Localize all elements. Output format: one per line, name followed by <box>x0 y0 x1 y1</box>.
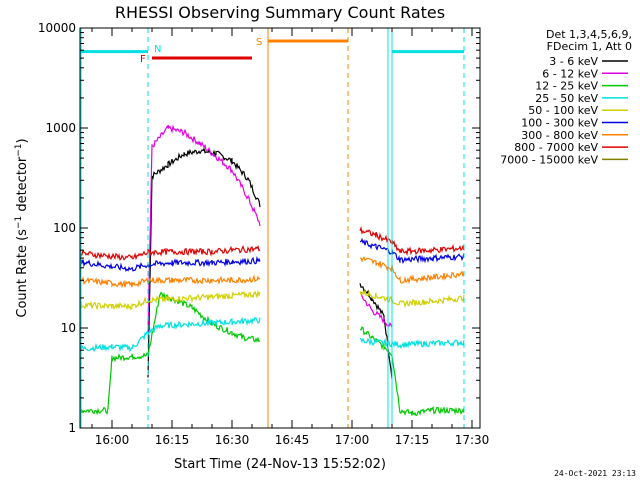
legend-entry-8: 7000 - 15000 keV <box>500 153 598 166</box>
series-7 <box>79 225 465 261</box>
series-5 <box>79 237 465 273</box>
legend-entry-0: 3 - 6 keV <box>549 55 598 68</box>
y-axis-label-end: ) <box>15 138 30 143</box>
flag-layer: NF S <box>80 28 465 428</box>
x-tick-label-0: 16:00 <box>95 433 130 447</box>
legend-entry-6: 300 - 800 keV <box>521 129 598 142</box>
y-tick-label-1: 10 <box>61 321 76 335</box>
legend-header-0: Det 1,3,4,5,6,9, <box>546 28 632 41</box>
plot-frame <box>79 27 481 429</box>
series-3 <box>79 316 465 353</box>
timestamp: 24-Oct-2021 23:13 <box>554 469 636 478</box>
y-tick-label-2: 100 <box>53 221 76 235</box>
y-tick-label-3: 1000 <box>45 121 76 135</box>
legend-entry-1: 6 - 12 keV <box>542 67 598 80</box>
series-1 <box>147 124 393 333</box>
series-7-line-1 <box>359 225 465 257</box>
x-tick-label-2: 16:30 <box>215 433 250 447</box>
legend-entry-4: 50 - 100 keV <box>528 104 598 117</box>
legend-header-1: FDecim 1, Att 0 <box>547 40 632 53</box>
x-tick-label-3: 16:45 <box>275 433 310 447</box>
series-7-line-0 <box>79 244 261 261</box>
y-axis-label: Count Rate (s−1 detector−1) <box>14 138 30 317</box>
chart-title: RHESSI Observing Summary Count Rates <box>115 3 445 22</box>
y-tick-label-4: 10000 <box>38 21 76 35</box>
x-tick-label-6: 17:30 <box>455 433 490 447</box>
y-axis-label-exp2: −1 <box>14 143 24 156</box>
flag-label-f: F <box>140 54 146 65</box>
legend: Det 1,3,4,5,6,9,FDecim 1, Att 0 3 - 6 keV… <box>500 28 632 166</box>
series-0 <box>147 147 393 380</box>
series-4-line-0 <box>79 289 261 311</box>
series-2-line-0 <box>79 291 261 416</box>
y-axis-label-exp1: −1 <box>14 216 24 229</box>
series-1-line-1 <box>359 291 393 328</box>
series-4 <box>79 288 465 311</box>
y-axis-label-main: Count Rate (s <box>15 229 30 318</box>
x-tick-label-4: 17:00 <box>335 433 370 447</box>
series-5-line-1 <box>359 237 465 264</box>
x-tick-label-1: 16:15 <box>155 433 190 447</box>
series-6-line-1 <box>360 256 465 285</box>
legend-entry-3: 25 - 50 keV <box>535 92 598 105</box>
series-0-line-0 <box>147 147 261 378</box>
flag-label-s: S <box>256 37 262 48</box>
series-6-line-0 <box>79 274 261 289</box>
series-2 <box>79 291 465 417</box>
axes-layer: 1 10 100 1000 10000 16:00 16:15 16:30 16:45 17:00… <box>38 21 489 447</box>
series-6 <box>79 256 465 289</box>
flag-label-n: N <box>154 44 161 55</box>
legend-entry-5: 100 - 300 keV <box>521 117 598 130</box>
series-1-line-0 <box>147 124 261 333</box>
series-5-line-0 <box>79 255 261 273</box>
legend-entry-7: 800 - 7000 keV <box>514 141 598 154</box>
series-4-line-1 <box>359 288 465 309</box>
legend-entry-2: 12 - 25 keV <box>535 80 598 93</box>
x-tick-label-5: 17:15 <box>395 433 430 447</box>
y-axis-label-mid: detector <box>15 156 30 216</box>
series-3-line-1 <box>359 337 465 350</box>
y-tick-label-0: 1 <box>68 421 76 435</box>
x-axis-label: Start Time (24-Nov-13 15:52:02) <box>174 457 386 472</box>
series-3-line-0 <box>79 316 261 353</box>
series-layer <box>79 124 465 417</box>
